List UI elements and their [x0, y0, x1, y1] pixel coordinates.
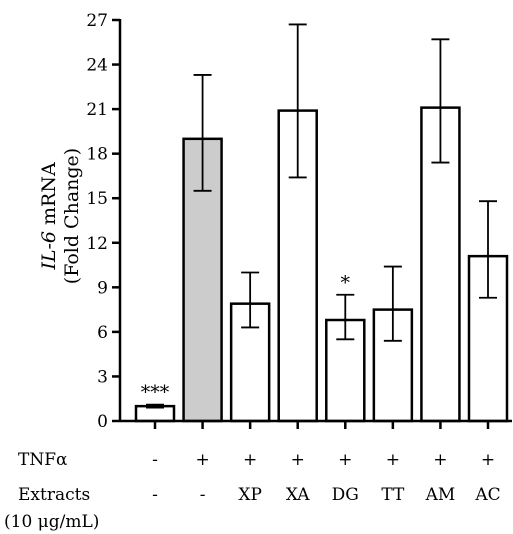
y-axis-title-line2: (Fold Change)	[61, 148, 83, 284]
tnf-row-value: +	[243, 450, 257, 470]
extracts-row-value: AC	[474, 485, 500, 505]
tnf-row-value: +	[195, 450, 209, 470]
y-tick-label: 12	[86, 234, 108, 254]
x-axis	[120, 419, 512, 429]
extracts-row-value: XP	[238, 485, 262, 505]
tnf-row-label: TNFα	[18, 450, 68, 470]
error-bars	[146, 23, 497, 409]
tnf-row-value: +	[338, 450, 352, 470]
tnf-row-value: +	[481, 450, 495, 470]
condition-rows: TNFα - + + + + + + + Extracts - - XP XA DG TT AM AC (10 μg…	[4, 450, 501, 532]
tnf-row-value: -	[152, 450, 158, 470]
extracts-row-label: Extracts	[18, 485, 90, 505]
tnf-row-value: +	[386, 450, 400, 470]
bars	[134, 106, 509, 423]
y-tick-label: 27	[86, 11, 108, 31]
tnf-row-value: +	[291, 450, 305, 470]
significance-marker: *	[341, 272, 351, 294]
y-tick-label: 15	[86, 189, 108, 209]
y-axis-title-unit: mRNA	[38, 162, 60, 231]
extracts-row-value: TT	[381, 485, 405, 505]
y-tick-label: 18	[86, 145, 108, 165]
y-axis: 0 3 6 9 12 15 18 21 24 27	[86, 11, 122, 432]
y-tick-label: 9	[97, 278, 108, 298]
y-axis-title: IL-6 mRNA (Fold Change)	[38, 148, 83, 284]
extracts-unit-label: (10 μg/mL)	[4, 512, 99, 532]
extracts-row-value: -	[200, 485, 206, 505]
extracts-row-value: DG	[332, 485, 359, 505]
significance-labels: ****	[141, 272, 351, 404]
y-axis-title-gene: IL-6	[38, 231, 60, 271]
bar	[277, 109, 318, 423]
y-tick-label: 0	[97, 412, 108, 432]
svg-text:IL-6 mRNA: IL-6 mRNA	[38, 162, 60, 271]
y-tick-label: 6	[97, 323, 108, 343]
y-tick-label: 3	[97, 367, 108, 387]
extracts-row-value: -	[152, 485, 158, 505]
y-tick-label: 21	[86, 100, 108, 120]
tnf-row-value: +	[433, 450, 447, 470]
extracts-row-value: XA	[286, 485, 310, 505]
extracts-row-value: AM	[425, 485, 456, 505]
significance-marker: ***	[141, 382, 170, 404]
y-tick-label: 24	[86, 56, 108, 76]
